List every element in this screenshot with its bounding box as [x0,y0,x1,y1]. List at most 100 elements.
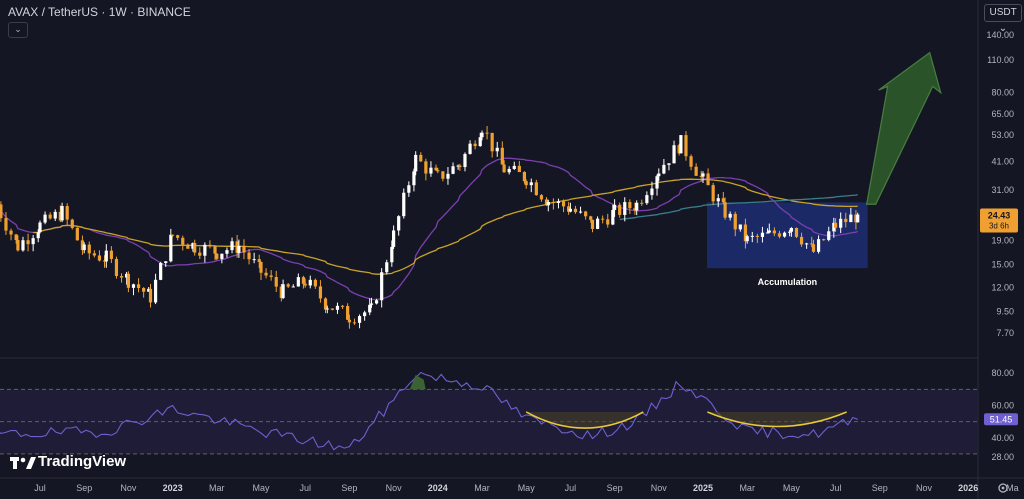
candle-body [788,231,792,233]
candle-body [485,132,489,134]
time-tick-label: Jul [830,483,842,493]
candle [407,181,411,197]
candle [347,314,351,329]
candle [0,201,3,222]
rsi-layer [0,371,978,455]
candle [48,212,52,220]
candle [667,163,671,171]
collapse-button[interactable]: ⌄ [8,22,28,38]
candle [368,298,372,316]
candle [70,218,74,230]
candle [789,227,793,237]
candle-body [456,165,460,167]
candle [26,233,30,252]
candle-body [495,147,499,152]
candle-body [340,305,345,307]
candle [816,235,821,254]
currency-label: USDT [989,7,1017,18]
candle [721,191,725,204]
time-tick-label: Sep [341,483,357,493]
candle [397,215,401,236]
candle [235,235,239,258]
candle-body [291,286,295,288]
candle [589,215,593,223]
candle [441,171,445,182]
time-tick-label: Mar [739,483,755,493]
settings-gear-icon[interactable] [998,483,1008,493]
time-tick-label: May [252,483,270,493]
candle-body [407,185,411,193]
candle-body [601,218,605,220]
candle [159,261,163,281]
candle [392,225,396,249]
candle-body [390,246,394,263]
candle-body [136,284,141,289]
candle [9,228,13,241]
candle-body [374,300,379,304]
candle [611,204,615,226]
candle [655,174,659,196]
time-tick-label: Nov [651,483,668,493]
candle [782,231,787,238]
candle-body [544,199,549,206]
rsi-value-box [984,413,1018,426]
tradingview-logo-icon [10,457,36,469]
candle [303,278,307,288]
candle [546,199,550,212]
candle [590,219,595,233]
candle-body [854,214,858,223]
candle-body [363,312,367,317]
candlestick-layer [0,125,860,329]
candle-body [689,156,693,167]
candle-body [743,224,748,242]
candle-body [208,244,212,247]
candle-body [568,208,572,212]
candle [794,227,799,239]
currency-button[interactable]: USDT ⌄ [984,4,1022,34]
candle-body [26,240,30,245]
candle-body [347,319,351,323]
candle-body [711,185,715,202]
candle-body [458,165,462,168]
candle [380,268,384,308]
candle-body [628,202,632,209]
candle-body [164,261,168,264]
candle [567,202,571,215]
candle-body [31,238,35,245]
candle-body [65,206,69,220]
time-tick-label: 2025 [693,483,713,493]
candle [524,179,528,189]
candle [220,253,224,264]
candle-body [97,255,102,261]
candle [711,182,715,206]
time-tick-label: Sep [607,483,623,493]
candle-body [247,252,251,260]
candle-body [490,132,494,152]
accumulation-label: Accumulation [758,277,818,287]
candle [281,279,285,300]
candle [291,284,295,288]
candle-body [441,171,445,179]
candle [429,161,433,177]
candle [507,166,511,175]
price-tick-label: 110.00 [987,55,1014,65]
candle [694,163,698,177]
candle [738,224,742,232]
candle-body [346,306,350,320]
candle [325,305,329,314]
candle [827,226,831,242]
candle [490,132,494,158]
time-tick-label: May [783,483,801,493]
candle-body [782,232,787,237]
price-tick-label: 19.00 [991,235,1014,245]
candle-body [524,181,528,186]
candle-body [186,244,190,249]
candle-body [811,244,816,252]
candle-body [706,173,710,186]
candle-body [87,244,91,254]
candle-body [213,246,217,254]
candle-body [126,273,130,288]
rsi-curve-2 [707,411,847,428]
candle [186,243,190,249]
